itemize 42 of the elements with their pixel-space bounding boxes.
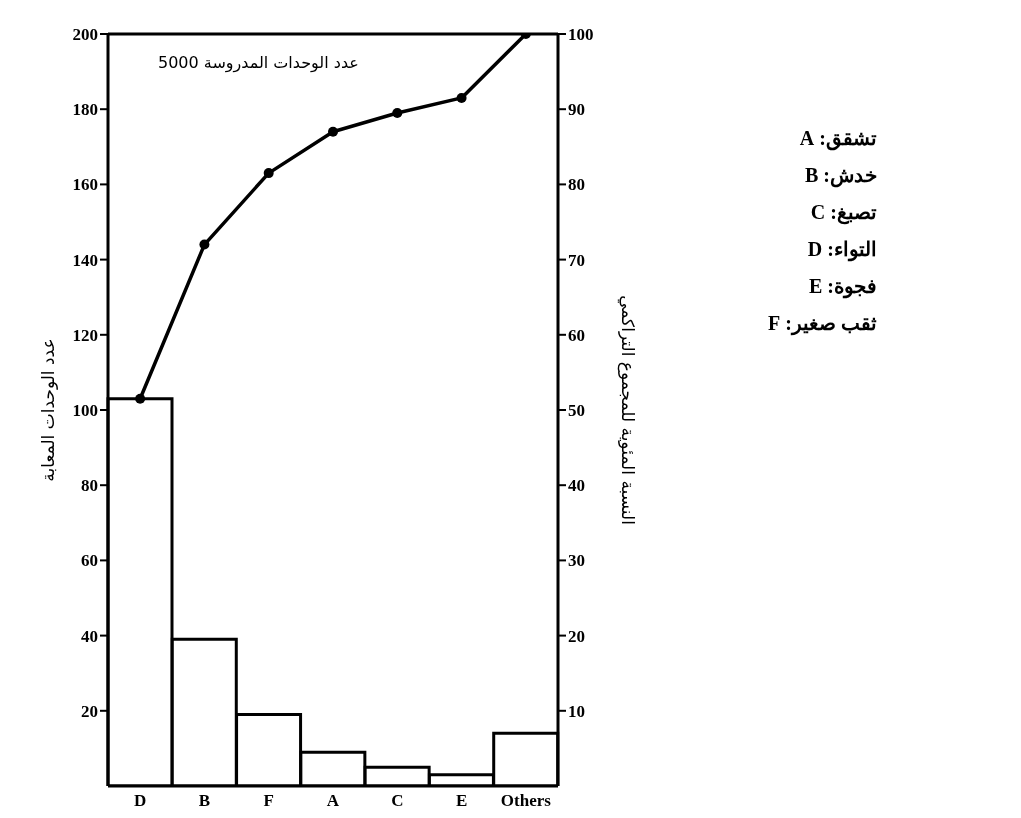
x-tick-label: Others [500,791,552,811]
point [456,92,467,103]
y-tick-label: 140 [72,250,98,270]
point [328,126,338,137]
text: تصبغ: C [809,200,877,227]
y2-tick-label: 60 [568,325,585,345]
text: فجوة: E [807,274,877,301]
y2-tick-label: 30 [568,551,585,571]
x-tick-label: D [134,791,147,811]
text: خدش: B [803,163,877,190]
point [263,168,274,179]
y-axis-title: عدد الوحدات المعابة [38,338,59,482]
y2-axis-title: النسبة المئوية للمجموع التراكمي [616,295,638,525]
y-tick-label: 200 [72,25,98,45]
y-tick-label: 60 [81,551,98,571]
y2-tick-label: 50 [568,401,585,421]
point [199,239,210,250]
y2-tick-label: 70 [568,250,585,270]
point [135,393,146,404]
x-tick-label: A [326,791,340,811]
x-tick-label: E [455,791,468,811]
y-tick-label: 100 [72,401,98,421]
x-tick-label: F [263,791,274,811]
text: التواء: D [806,237,877,264]
y2-tick-label: 100 [568,25,594,45]
text: تشقق: A [798,126,877,153]
y-tick-label: 160 [72,175,98,195]
y2-tick-label: 20 [568,626,585,646]
y2-tick-label: 90 [568,100,585,120]
point [392,107,403,118]
y-tick-label: 80 [81,476,98,496]
y-tick-label: 120 [72,325,98,345]
y2-tick-label: 10 [568,701,585,721]
annotation: عدد الوحدات المدروسة 5000 [158,53,359,72]
x-tick-label: C [391,791,404,811]
x-tick-label: B [198,791,211,811]
text: ثقب صغير: F [768,311,877,338]
y-tick-label: 20 [81,701,98,721]
y2-tick-label: 40 [568,476,585,496]
y-tick-label: 180 [72,100,98,120]
y-tick-label: 40 [81,626,98,646]
y2-tick-label: 80 [568,175,585,195]
